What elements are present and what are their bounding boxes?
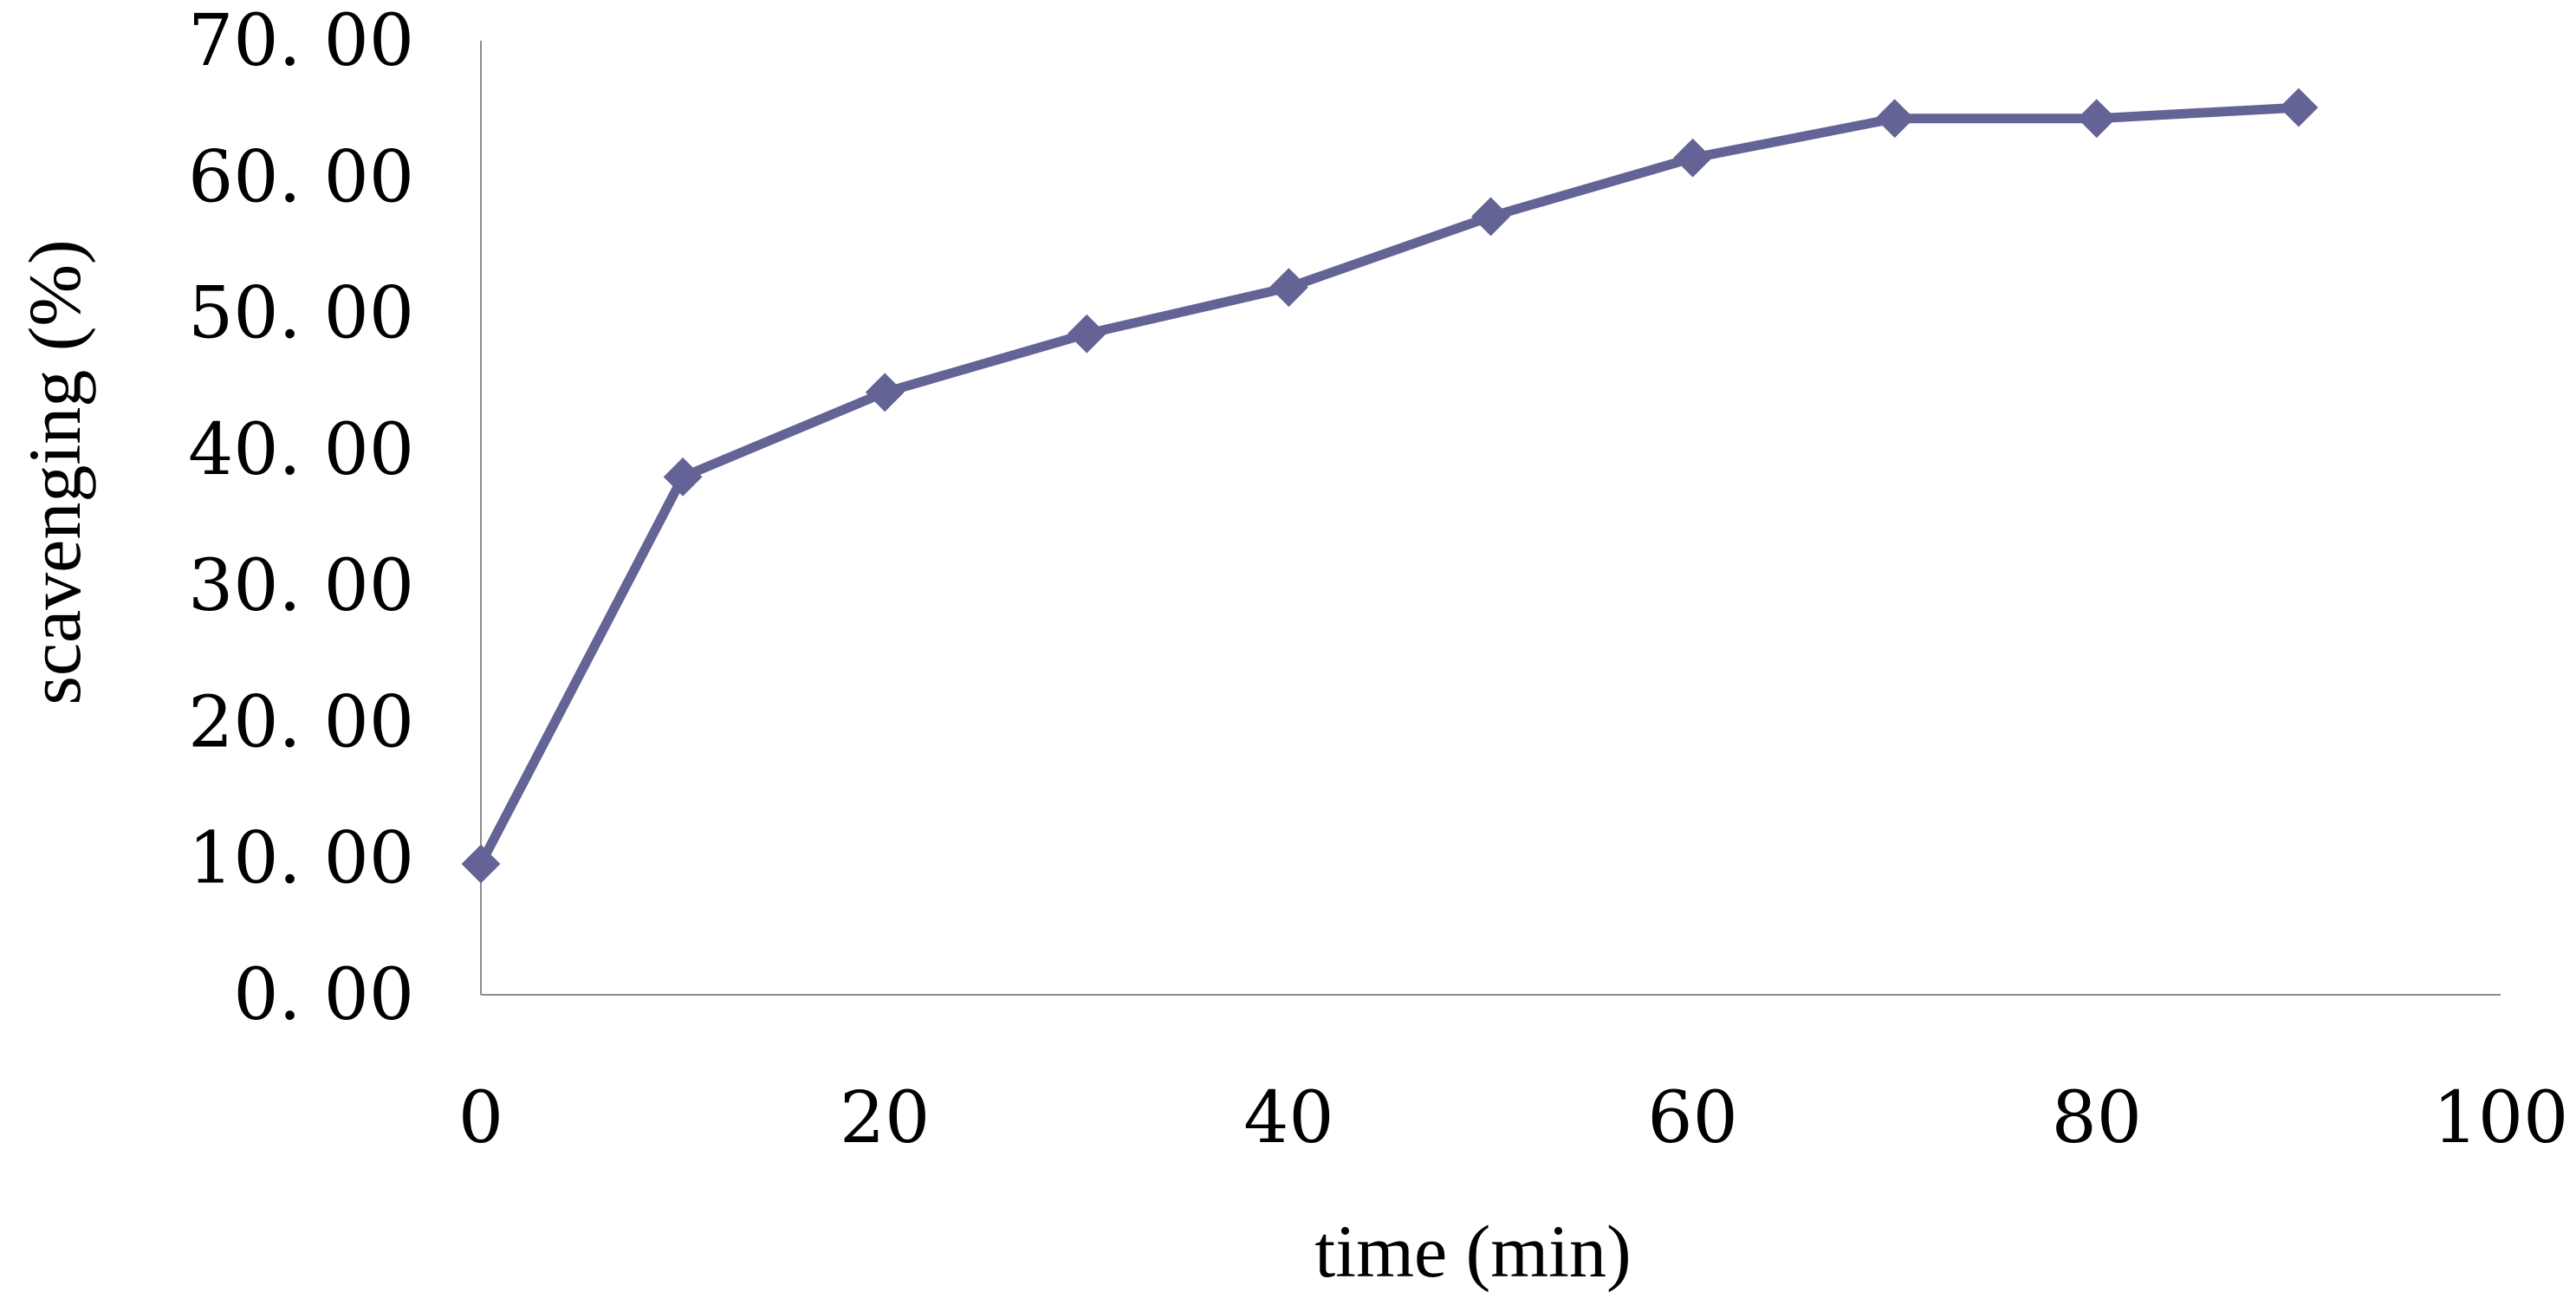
x-tick-label: 40: [1243, 1077, 1333, 1159]
x-tick-label: 20: [840, 1077, 930, 1159]
x-tick-label: 80: [2052, 1077, 2142, 1159]
axes: [480, 41, 2501, 996]
x-tick-labels: 0 20 40 60 80 100: [458, 1077, 2568, 1159]
y-tick-label: 30. 00: [188, 545, 414, 627]
x-tick-label: 0: [458, 1077, 503, 1159]
y-tick-label: 70. 00: [188, 0, 414, 82]
data-point-marker: [461, 844, 501, 884]
data-point-marker: [1875, 99, 1915, 139]
data-point-marker: [1471, 197, 1510, 237]
data-point-marker: [2279, 88, 2319, 127]
data-point-marker: [1067, 314, 1106, 354]
y-axis-title: scavenging (%): [13, 239, 96, 704]
data-point-marker: [1269, 268, 1308, 308]
y-tick-label: 60. 00: [188, 136, 414, 218]
y-tick-label: 40. 00: [188, 409, 414, 491]
data-point-marker: [865, 373, 905, 412]
x-axis-title: time (min): [1314, 1210, 1631, 1293]
data-point-marker: [1673, 138, 1713, 178]
data-point-marker: [663, 457, 703, 497]
y-tick-label: 10. 00: [188, 818, 414, 900]
y-tick-label: 0. 00: [233, 954, 414, 1036]
data-point-marker: [2077, 99, 2117, 139]
y-tick-label: 50. 00: [188, 273, 414, 355]
x-tick-label: 100: [2433, 1077, 2569, 1159]
y-tick-label: 20. 00: [188, 681, 414, 763]
x-tick-label: 60: [1647, 1077, 1737, 1159]
y-tick-labels: 0. 00 10. 00 20. 00 30. 00 40. 00 50. 00 60. 0…: [188, 0, 414, 1036]
series: [461, 88, 2319, 884]
series-line: [476, 102, 2304, 869]
